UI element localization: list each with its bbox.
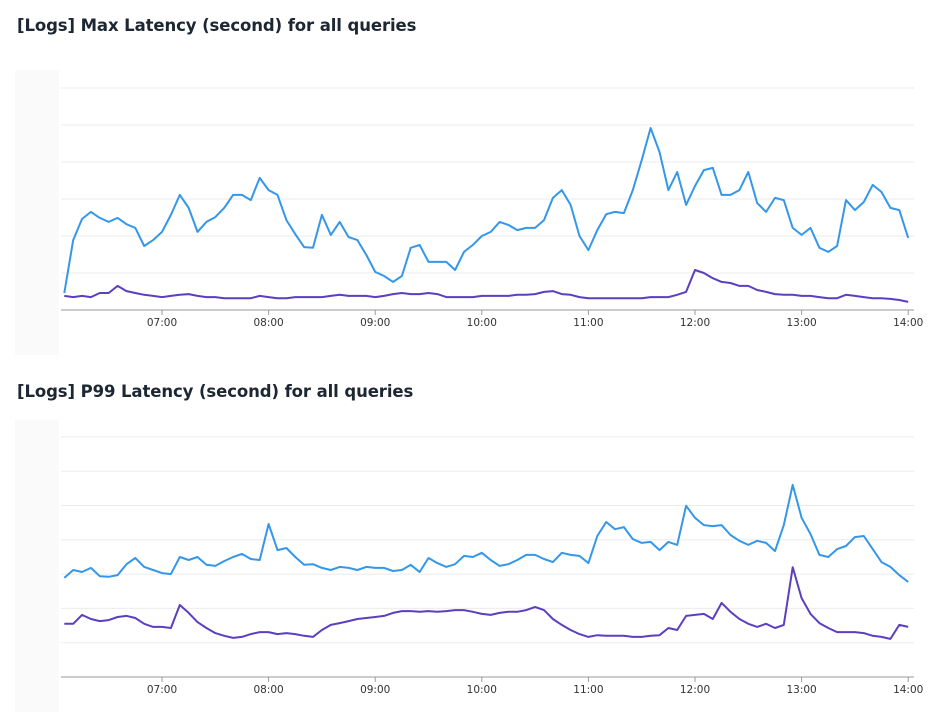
y-axis-area	[15, 70, 59, 355]
x-tick-label: 07:00	[147, 684, 177, 696]
x-tick-label: 10:00	[467, 684, 497, 696]
x-tick-label: 07:00	[147, 317, 177, 329]
y-axis-area	[15, 420, 59, 712]
chart-title-p99-latency: [Logs] P99 Latency (second) for all quer…	[17, 382, 414, 401]
x-tick-label: 10:00	[467, 317, 497, 329]
x-tick-label: 12:00	[680, 317, 710, 329]
x-tick-label: 13:00	[786, 317, 816, 329]
x-tick-label: 08:00	[253, 317, 283, 329]
chart-title-max-latency: [Logs] Max Latency (second) for all quer…	[17, 16, 417, 35]
x-tick-label: 12:00	[680, 684, 710, 696]
x-tick-label: 09:00	[360, 684, 390, 696]
series-line-1	[64, 566, 909, 640]
x-tick-label: 09:00	[360, 317, 390, 329]
series-line-0	[63, 483, 909, 583]
x-tick-label: 11:00	[573, 317, 603, 329]
x-tick-label: 14:00	[893, 684, 923, 696]
x-tick-label: 14:00	[893, 317, 923, 329]
x-tick-label: 13:00	[786, 684, 816, 696]
max-latency-chart: 07:00 08:00 09:00 10:00 11:00 12:00 13:00 14:00	[61, 87, 923, 329]
p99-latency-chart: 07:00 08:00 09:00 10:00 11:00 12:00 13:00 14:00	[61, 436, 923, 696]
series-line-1	[64, 269, 909, 303]
x-tick-label: 08:00	[253, 684, 283, 696]
x-tick-label: 11:00	[573, 684, 603, 696]
series-line-0	[63, 127, 910, 294]
